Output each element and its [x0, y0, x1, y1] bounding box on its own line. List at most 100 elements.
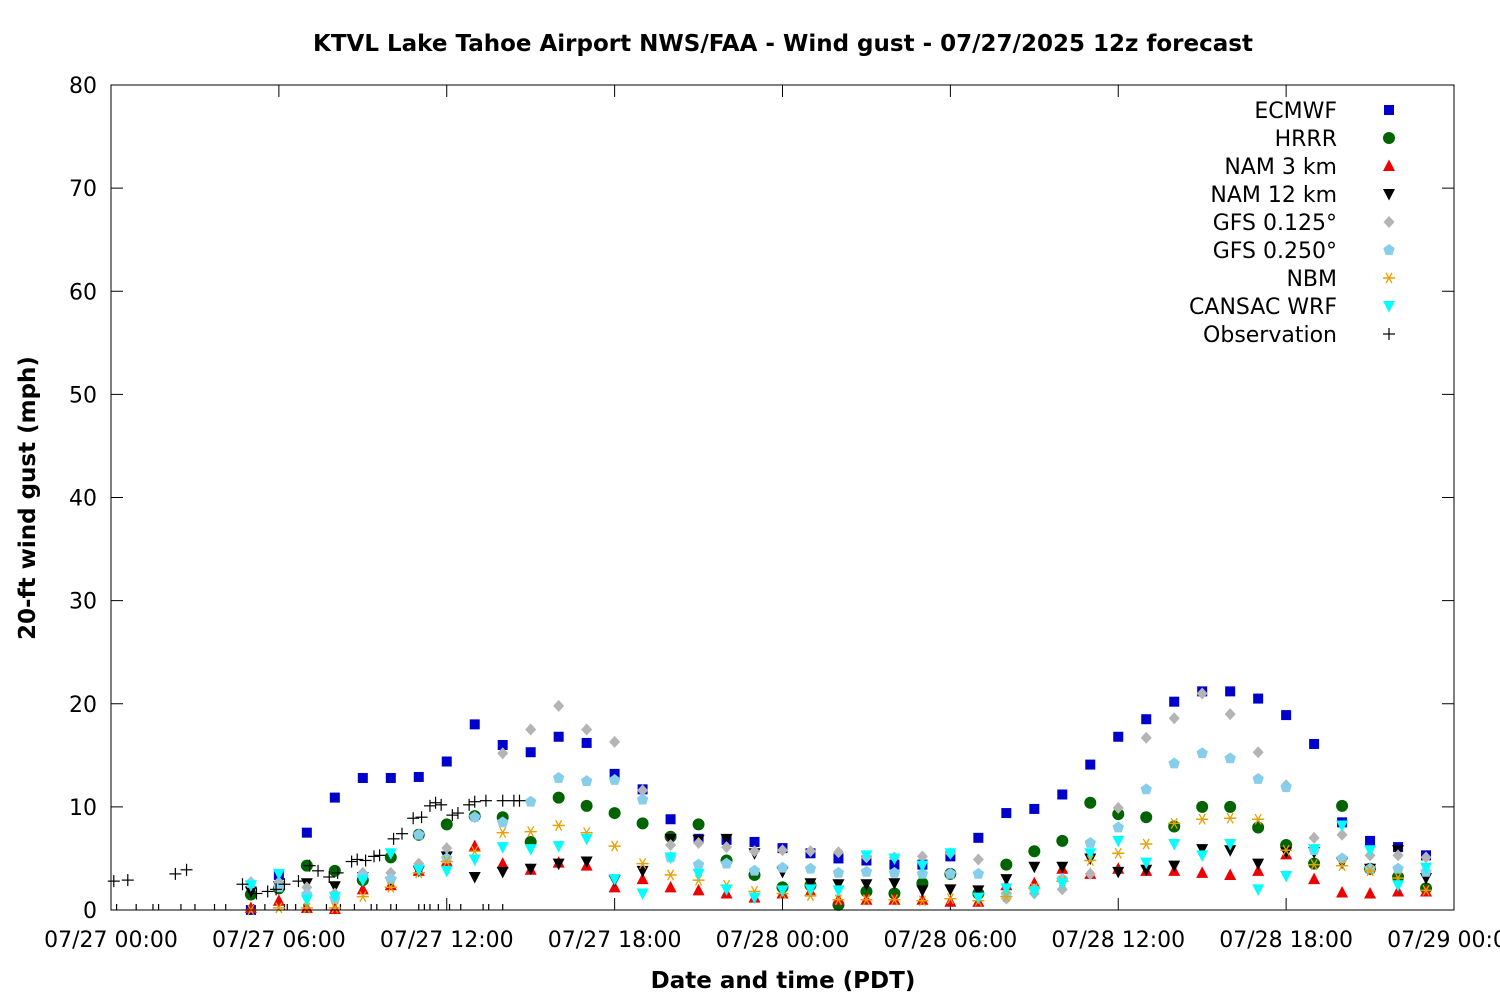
data-point	[832, 885, 845, 897]
data-point	[748, 864, 761, 876]
data-point	[1112, 835, 1125, 848]
data-point	[944, 893, 957, 905]
data-point	[1169, 696, 1180, 707]
data-point	[749, 836, 760, 847]
data-point	[1168, 839, 1181, 851]
y-tick-label: 40	[69, 487, 97, 512]
data-point	[608, 807, 621, 820]
data-point	[356, 891, 369, 903]
data-point	[1112, 847, 1125, 859]
data-point	[272, 894, 285, 906]
data-point	[1336, 852, 1348, 864]
data-point	[1141, 714, 1152, 725]
data-point	[328, 881, 341, 893]
legend-marker	[1383, 189, 1395, 201]
data-point	[524, 844, 537, 856]
data-point	[1196, 850, 1209, 862]
data-point	[1420, 884, 1433, 896]
x-tick-label: 07/28 00:00	[716, 928, 850, 953]
legend-marker	[1384, 105, 1394, 115]
y-tick-label: 60	[69, 280, 97, 305]
data-point	[1168, 757, 1180, 769]
data-point	[345, 855, 358, 868]
data-point	[664, 869, 677, 881]
y-tick-label: 0	[83, 899, 97, 924]
data-point	[312, 864, 325, 877]
data-point	[1224, 868, 1237, 880]
chart-title: KTVL Lake Tahoe Airport NWS/FAA - Wind g…	[313, 31, 1253, 57]
data-point	[1085, 759, 1096, 770]
data-point	[524, 795, 537, 807]
data-point	[329, 792, 340, 803]
data-point	[1224, 708, 1236, 721]
data-point	[440, 818, 453, 831]
data-point	[916, 893, 929, 905]
data-point	[384, 848, 397, 860]
data-point	[1309, 738, 1320, 749]
data-point	[1336, 860, 1349, 872]
data-point	[749, 845, 761, 858]
data-point	[1308, 831, 1320, 844]
data-point	[463, 798, 476, 811]
data-point	[608, 840, 621, 852]
y-tick-label: 30	[69, 590, 97, 615]
data-point	[693, 836, 705, 849]
data-point	[395, 827, 408, 840]
data-point	[832, 866, 845, 878]
data-point	[1028, 886, 1041, 898]
data-point	[636, 793, 649, 805]
data-point	[636, 888, 649, 900]
data-point	[359, 854, 372, 867]
data-point	[440, 865, 453, 878]
data-point	[413, 771, 424, 782]
series-observation	[107, 794, 526, 900]
legend-label: NBM	[1286, 267, 1337, 292]
data-point	[692, 868, 705, 881]
data-point	[972, 853, 984, 866]
x-tick-label: 07/27 00:00	[44, 928, 178, 953]
legend-label: Observation	[1203, 323, 1337, 348]
data-point	[665, 839, 677, 852]
data-point	[1056, 834, 1069, 847]
data-point	[580, 856, 593, 869]
data-point	[328, 891, 341, 904]
data-point	[1280, 781, 1292, 793]
data-point	[973, 832, 984, 843]
data-point	[664, 852, 677, 864]
y-tick-label: 10	[69, 796, 97, 821]
legend-marker	[1383, 216, 1395, 228]
legend-label: NAM 12 km	[1210, 183, 1337, 208]
data-point	[441, 852, 453, 864]
data-point	[1000, 883, 1013, 895]
data-point	[888, 878, 901, 890]
data-point	[944, 867, 957, 879]
data-point	[1224, 839, 1237, 851]
legend-marker	[1383, 328, 1395, 340]
data-point	[272, 902, 285, 914]
data-point	[636, 817, 649, 830]
data-point	[552, 841, 565, 853]
data-point	[1112, 801, 1124, 814]
data-point	[580, 833, 593, 846]
data-point	[180, 863, 193, 876]
data-point	[664, 880, 677, 893]
data-point	[479, 794, 492, 807]
data-point	[804, 845, 816, 858]
data-point	[720, 833, 733, 846]
data-point	[121, 874, 134, 887]
data-point	[524, 863, 537, 876]
data-point	[860, 865, 873, 877]
data-point	[888, 894, 901, 906]
data-point	[413, 828, 425, 840]
data-point	[916, 867, 929, 879]
data-points	[107, 686, 1433, 916]
legend-marker	[1383, 159, 1395, 171]
data-point	[944, 848, 957, 860]
data-point	[497, 816, 509, 828]
data-point	[469, 811, 481, 823]
data-point	[804, 862, 817, 874]
data-point	[1196, 747, 1208, 759]
data-point	[608, 874, 621, 886]
data-point	[1252, 821, 1265, 834]
data-point	[323, 871, 336, 883]
